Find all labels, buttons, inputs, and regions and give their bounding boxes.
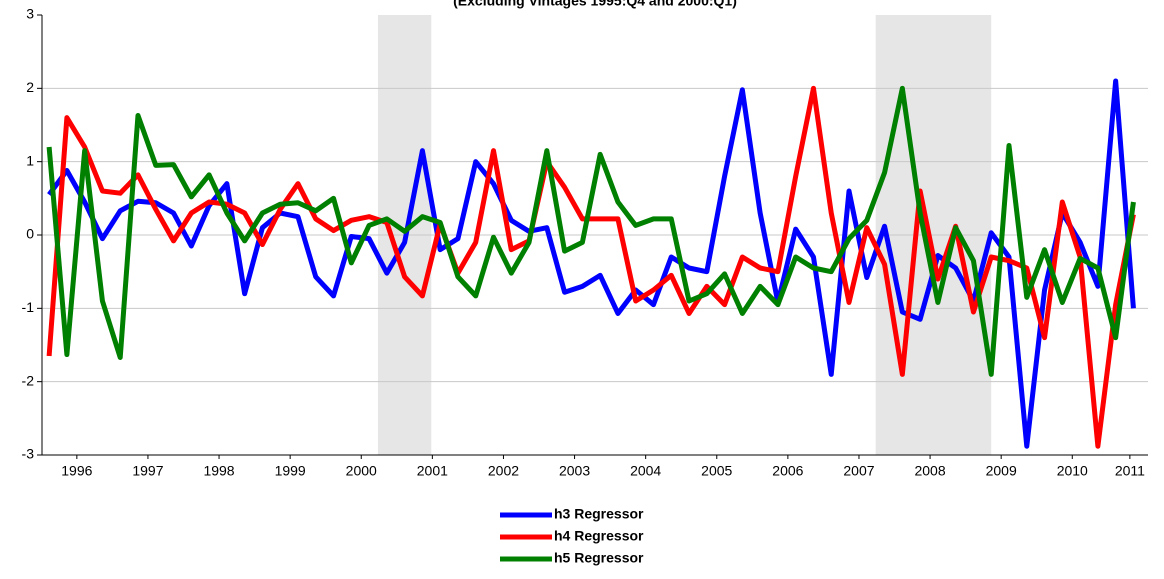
x-tick-label: 2002 [488, 463, 519, 479]
y-tick-label: 3 [26, 6, 34, 22]
x-tick-label: 1998 [203, 463, 234, 479]
x-tick-label: 2001 [417, 463, 448, 479]
x-tick-label: 2004 [630, 463, 661, 479]
x-tick-label: 2008 [914, 463, 945, 479]
x-tick-label: 1999 [275, 463, 306, 479]
x-tick-label: 2006 [772, 463, 803, 479]
y-tick-label: 2 [26, 79, 34, 95]
y-tick-label: -2 [22, 372, 35, 388]
y-tick-label: -1 [22, 299, 35, 315]
legend-label: h3 Regressor [554, 506, 644, 522]
x-tick-label: 1997 [132, 463, 163, 479]
x-tick-label: 2009 [986, 463, 1017, 479]
x-tick-label: 2005 [701, 463, 732, 479]
x-tick-label: 2011 [1115, 463, 1145, 479]
x-tick-label: 1996 [61, 463, 92, 479]
y-tick-label: 1 [26, 152, 34, 168]
x-tick-label: 2010 [1057, 463, 1088, 479]
y-tick-label: 0 [26, 226, 34, 242]
legend-label: h4 Regressor [554, 528, 644, 544]
x-tick-label: 2000 [346, 463, 377, 479]
x-tick-label: 2003 [559, 463, 590, 479]
chart-title: (Excluding Vintages 1995:Q4 and 2000:Q1) [453, 0, 737, 9]
series-line [46, 85, 1136, 377]
legend-label: h5 Regressor [554, 550, 644, 566]
y-tick-label: -3 [22, 446, 35, 462]
series-line [47, 78, 1136, 449]
x-tick-label: 2007 [843, 463, 874, 479]
